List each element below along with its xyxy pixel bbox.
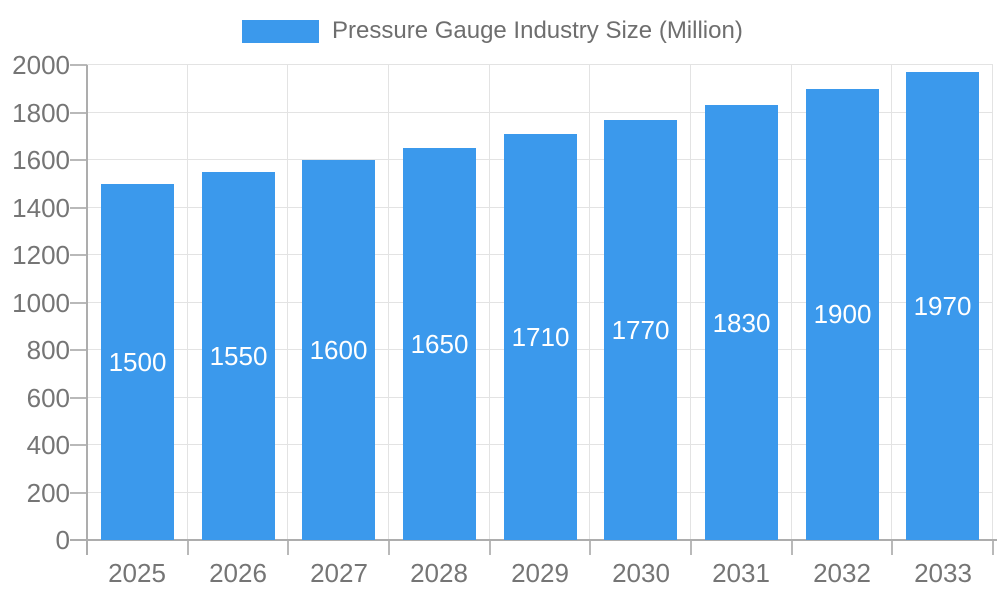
bar[interactable]: 1600: [302, 160, 375, 540]
x-grid-line: [488, 65, 490, 540]
bar-value-label: 1830: [712, 307, 771, 338]
bar[interactable]: 1970: [906, 72, 979, 540]
legend[interactable]: Pressure Gauge Industry Size (Million): [242, 17, 743, 45]
x-tick: [388, 540, 390, 555]
x-axis-label: 2027: [310, 558, 368, 588]
y-axis-label: 0: [55, 525, 70, 555]
y-axis-line: [86, 65, 88, 555]
x-tick: [992, 540, 994, 555]
y-axis-label: 800: [26, 335, 70, 365]
x-tick: [287, 540, 290, 555]
y-tick: [70, 159, 87, 161]
x-grid-line: [589, 65, 591, 540]
y-tick: [70, 254, 87, 256]
bar-value-label: 1900: [813, 299, 872, 330]
x-grid-line: [388, 65, 389, 540]
y-axis-label: 1000: [12, 287, 70, 318]
x-grid-line: [690, 65, 691, 540]
x-tick: [186, 540, 189, 555]
x-tick: [488, 540, 491, 555]
x-grid-line: [891, 65, 893, 540]
x-tick: [790, 540, 793, 555]
x-axis-label: 2031: [712, 558, 770, 588]
bar-value-label: 1710: [511, 321, 570, 352]
y-axis-label: 1600: [12, 145, 70, 175]
x-grid-line: [287, 65, 289, 540]
y-axis-label: 400: [26, 430, 70, 460]
bar[interactable]: 1900: [806, 88, 879, 540]
y-tick: [70, 301, 87, 304]
bar[interactable]: 1830: [705, 105, 778, 540]
x-tick: [589, 540, 592, 555]
x-tick: [891, 540, 894, 555]
x-axis-label: 2030: [612, 558, 670, 588]
y-axis-label: 200: [26, 477, 70, 508]
x-axis-label: 2025: [108, 558, 166, 588]
y-tick: [70, 206, 87, 209]
y-axis-label: 1200: [12, 240, 70, 270]
x-tick: [690, 540, 692, 555]
bar[interactable]: 1770: [604, 119, 677, 540]
y-axis-label: 1400: [12, 192, 70, 223]
y-axis-label: 1800: [12, 97, 70, 128]
y-axis-label: 2000: [12, 50, 70, 80]
legend-label: Pressure Gauge Industry Size (Million): [332, 17, 743, 44]
x-axis-label: 2033: [914, 558, 972, 588]
bar[interactable]: 1710: [504, 133, 577, 540]
bar[interactable]: 1650: [403, 148, 476, 540]
x-grid-line: [992, 65, 993, 540]
bar-value-label: 1970: [913, 291, 972, 322]
bar[interactable]: 1550: [202, 171, 275, 540]
y-tick: [70, 111, 87, 114]
bar-value-label: 1550: [209, 340, 268, 371]
bar-value-label: 1600: [309, 335, 368, 365]
x-axis-label: 2028: [410, 558, 468, 588]
y-tick: [70, 491, 87, 494]
bar-value-label: 1770: [611, 314, 670, 345]
x-axis-line: [70, 539, 997, 541]
x-grid-line: [790, 65, 792, 540]
y-tick: [70, 349, 87, 351]
bar-value-label: 1650: [410, 329, 469, 360]
y-grid-line: [87, 64, 993, 65]
bar-value-label: 1500: [108, 346, 167, 377]
bar[interactable]: 1500: [101, 183, 174, 540]
legend-swatch-icon: [242, 19, 319, 43]
x-axis-label: 2032: [813, 558, 871, 588]
x-axis-label: 2026: [209, 558, 267, 588]
y-tick: [70, 396, 87, 399]
y-grid-line: [87, 111, 993, 113]
y-tick: [70, 64, 87, 66]
x-axis-label: 2029: [511, 558, 569, 588]
y-tick: [70, 444, 87, 446]
x-grid-line: [186, 65, 188, 540]
y-axis-label: 600: [26, 382, 70, 413]
